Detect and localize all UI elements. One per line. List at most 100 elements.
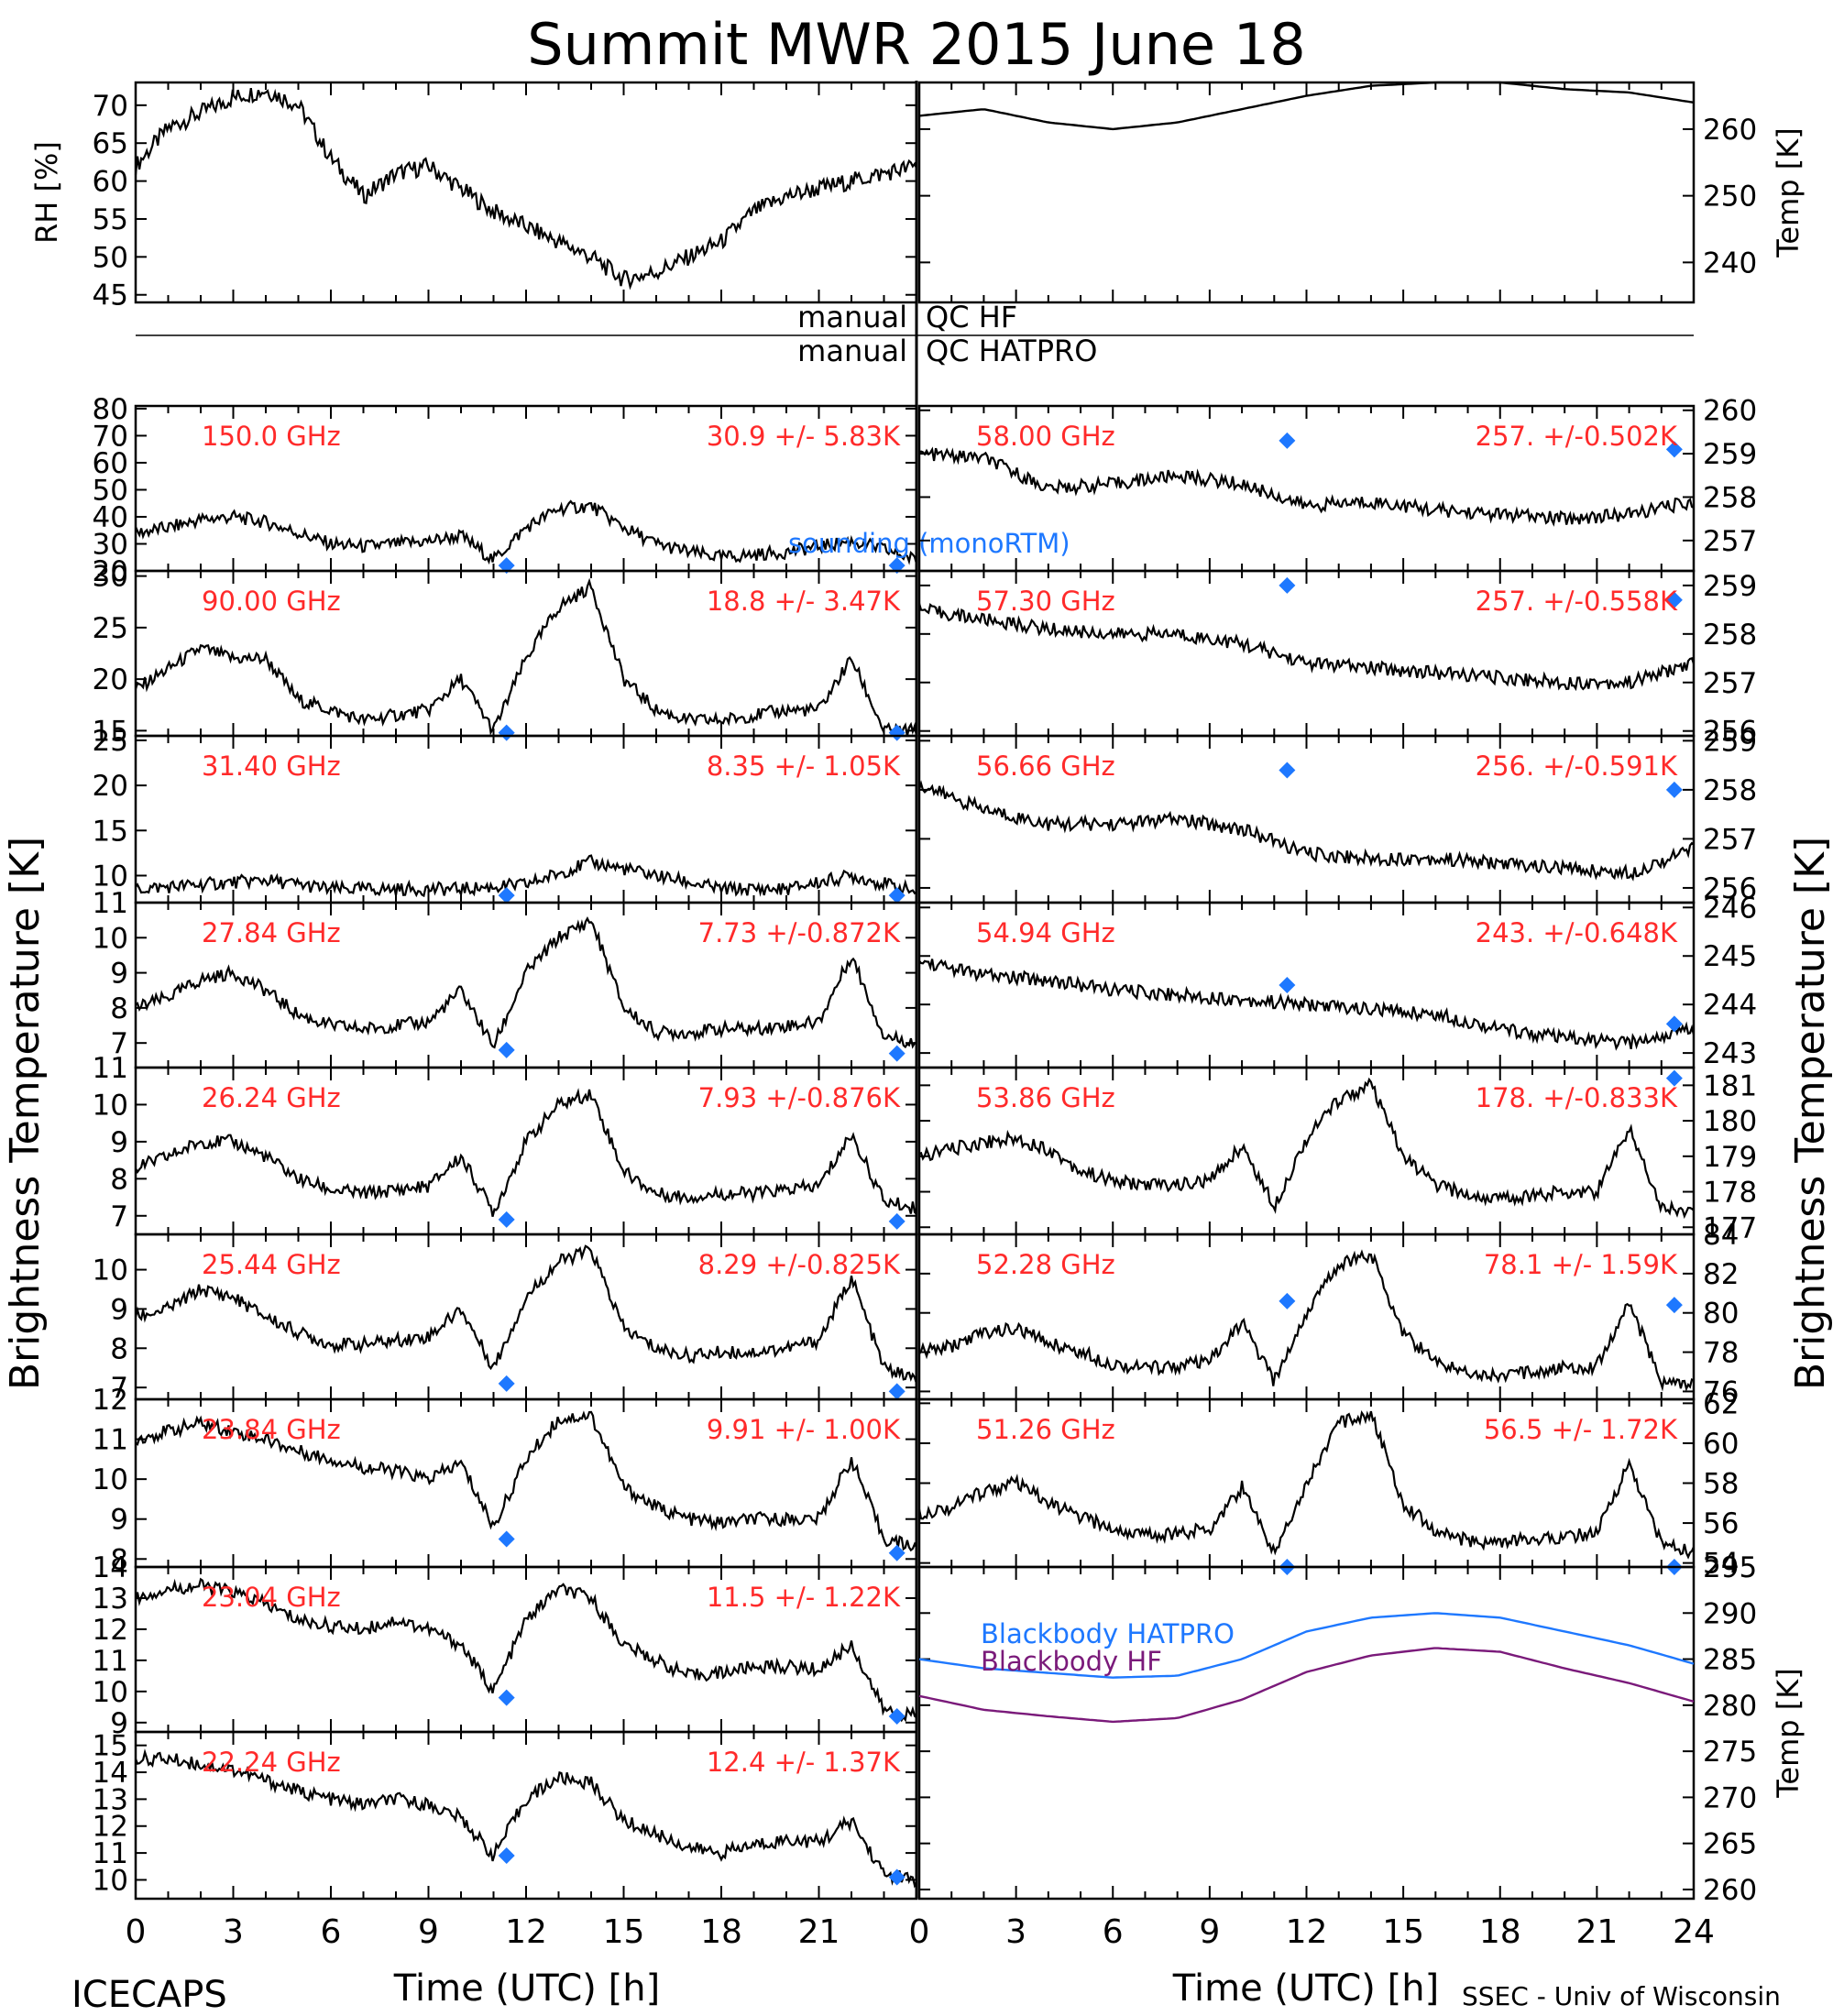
panel-ylabel: Temp [K] bbox=[1771, 127, 1806, 257]
y-tick-label: 15 bbox=[93, 815, 128, 848]
y-tick-label: 60 bbox=[93, 166, 128, 199]
y-tick-label: 10 bbox=[93, 922, 128, 955]
y-tick-label: 259 bbox=[1703, 725, 1757, 758]
y-tick-label: 78 bbox=[1703, 1337, 1739, 1370]
y-tick-label: 7 bbox=[110, 1200, 128, 1233]
x-tick-label: 18 bbox=[1479, 1913, 1521, 1951]
frequency-label: 150.0 GHz bbox=[202, 421, 341, 452]
y-tick-label: 8 bbox=[110, 1543, 128, 1576]
sounding-marker bbox=[498, 1847, 515, 1865]
y-tick-label: 13 bbox=[93, 1783, 128, 1816]
sounding-marker bbox=[888, 1383, 906, 1400]
y-tick-label: 7 bbox=[110, 1372, 128, 1405]
y-tick-label: 245 bbox=[1703, 940, 1757, 973]
series-line bbox=[135, 916, 917, 1049]
frequency-label: 23.04 GHz bbox=[202, 1582, 341, 1613]
stats-label: 30.9 +/- 5.83K bbox=[707, 421, 901, 452]
x-tick-label: 21 bbox=[1575, 1913, 1618, 1951]
y-tick-label: 50 bbox=[93, 474, 128, 507]
sounding-marker bbox=[888, 1045, 906, 1062]
y-tick-label: 54 bbox=[1703, 1548, 1739, 1581]
y-tick-label: 56 bbox=[1703, 1507, 1739, 1540]
icecaps-label: ICECAPS bbox=[71, 1974, 227, 2016]
y-tick-label: 257 bbox=[1703, 525, 1757, 558]
y-tick-label: 14 bbox=[93, 1757, 128, 1790]
y-tick-label: 12 bbox=[93, 1614, 128, 1647]
y-tick-label: 270 bbox=[1703, 1781, 1757, 1814]
y-tick-label: 60 bbox=[93, 447, 128, 480]
stats-label: 7.93 +/-0.876K bbox=[698, 1082, 901, 1113]
sounding-marker bbox=[498, 1530, 515, 1548]
panel-L6: 7 8 9 10 25.44 GHz 8.29 +/-0.825K bbox=[93, 1233, 918, 1405]
y-tick-label: 9 bbox=[110, 1293, 128, 1326]
x-tick-label: 15 bbox=[603, 1913, 645, 1951]
panel-ylabel: RH [%] bbox=[29, 141, 64, 244]
y-tick-label: 8 bbox=[110, 1332, 128, 1365]
sounding-marker bbox=[888, 887, 906, 904]
y-tick-label: 30 bbox=[93, 528, 128, 561]
frequency-label: 90.00 GHz bbox=[202, 586, 341, 617]
x-tick-label: 3 bbox=[1005, 1913, 1026, 1951]
y-tick-label: 14 bbox=[93, 1551, 128, 1584]
y-tick-label: 181 bbox=[1703, 1069, 1757, 1102]
series-line bbox=[135, 854, 917, 898]
right-ylabel: Brightness Temperature [K] bbox=[1787, 837, 1833, 1390]
frequency-label: 51.26 GHz bbox=[976, 1414, 1115, 1445]
y-tick-label: 280 bbox=[1703, 1690, 1757, 1723]
sounding-marker bbox=[1665, 1297, 1683, 1314]
series-line bbox=[918, 1077, 1695, 1220]
y-tick-label: 7 bbox=[110, 1027, 128, 1060]
legend-entry: Blackbody HF bbox=[981, 1646, 1162, 1677]
y-tick-label: 250 bbox=[1703, 181, 1757, 214]
credit-label: SSEC - Univ of Wisconsin bbox=[1462, 1981, 1781, 2011]
y-tick-label: 8 bbox=[110, 992, 128, 1025]
sounding-marker bbox=[498, 557, 515, 575]
y-tick-label: 20 bbox=[93, 555, 128, 588]
y-tick-label: 258 bbox=[1703, 619, 1757, 652]
y-tick-label: 260 bbox=[1703, 1874, 1757, 1907]
y-tick-label: 257 bbox=[1703, 823, 1757, 856]
sounding-marker bbox=[498, 1689, 515, 1706]
series-line bbox=[134, 1244, 918, 1385]
y-tick-label: 177 bbox=[1703, 1211, 1757, 1244]
panel-R7: 54 56 58 60 62 51.26 GHz 56.5 +/- 1.72K bbox=[917, 1387, 1739, 1581]
y-tick-label: 259 bbox=[1703, 570, 1757, 603]
x-tick-label: 0 bbox=[126, 1913, 147, 1951]
stats-label: 243. +/-0.648K bbox=[1476, 917, 1678, 948]
panel-L7: 8 9 10 11 12 23.84 GHz 9.91 +/- 1.00K bbox=[93, 1384, 918, 1576]
y-tick-label: 246 bbox=[1703, 892, 1757, 925]
stats-label: 78.1 +/- 1.59K bbox=[1484, 1249, 1678, 1280]
x-tick-label: 0 bbox=[909, 1913, 930, 1951]
y-tick-label: 25 bbox=[93, 612, 128, 645]
figure-title: Summit MWR 2015 June 18 bbox=[527, 11, 1305, 78]
qc-hf-label: QC HF bbox=[926, 300, 1017, 334]
stats-label: 8.35 +/- 1.05K bbox=[707, 751, 901, 782]
y-tick-label: 15 bbox=[93, 715, 128, 748]
panel-L2: 15 20 25 30 90.00 GHz 18.8 +/- 3.47K bbox=[93, 561, 918, 748]
x-tick-label: 3 bbox=[223, 1913, 244, 1951]
frequency-label: 57.30 GHz bbox=[976, 586, 1115, 617]
y-tick-label: 10 bbox=[93, 1864, 128, 1897]
y-tick-label: 179 bbox=[1703, 1141, 1757, 1174]
y-tick-label: 295 bbox=[1703, 1551, 1757, 1584]
x-tick-label: 24 bbox=[1673, 1913, 1715, 1951]
y-tick-label: 10 bbox=[93, 1089, 128, 1122]
y-tick-label: 20 bbox=[93, 770, 128, 803]
panel-rh: 45 50 55 60 65 70 RH [%] bbox=[29, 81, 918, 312]
x-tick-label: 6 bbox=[1103, 1913, 1124, 1951]
panel-blackbody: 260 265 270 275 280 285 290 295 Temp [K] Blackbod… bbox=[917, 1551, 1806, 1907]
stats-label: 56.5 +/- 1.72K bbox=[1484, 1414, 1678, 1445]
y-tick-label: 11 bbox=[93, 1052, 128, 1085]
sounding-marker bbox=[888, 1868, 906, 1886]
x-tick-label: 12 bbox=[1286, 1913, 1328, 1951]
series-line bbox=[918, 959, 1696, 1051]
y-tick-label: 60 bbox=[1703, 1428, 1739, 1461]
x-tick-label: 9 bbox=[418, 1913, 439, 1951]
frequency-label: 27.84 GHz bbox=[202, 917, 341, 948]
y-tick-label: 9 bbox=[110, 958, 128, 991]
y-tick-label: 76 bbox=[1703, 1375, 1739, 1408]
y-tick-label: 178 bbox=[1703, 1177, 1757, 1210]
